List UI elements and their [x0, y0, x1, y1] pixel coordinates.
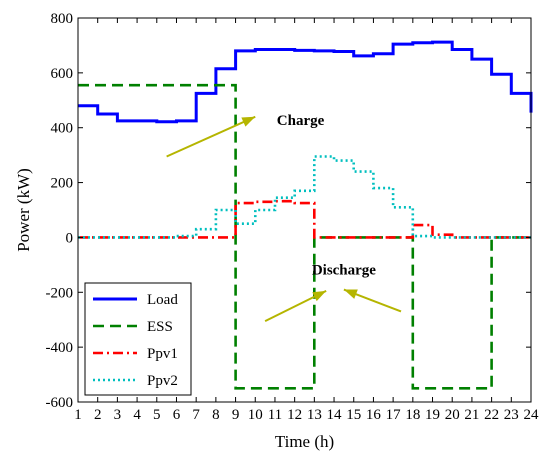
- x-tick-label: 17: [386, 407, 402, 423]
- series-load-line: [78, 40, 533, 124]
- y-tick-label: 400: [51, 121, 74, 137]
- series-ppv1-line: [78, 199, 531, 239]
- x-tick-label: 5: [153, 407, 161, 423]
- annotation-arrow: [264, 290, 327, 322]
- x-tick-label: 21: [464, 407, 479, 423]
- series-ess-line: [78, 83, 531, 390]
- x-tick-label: 24: [524, 407, 540, 423]
- y-tick-label: 600: [51, 66, 74, 82]
- series-ppv2-line: [78, 155, 531, 239]
- legend-label-ppv2: Ppv2: [147, 373, 178, 389]
- x-tick-label: 10: [248, 407, 263, 423]
- x-tick-label: 22: [484, 407, 499, 423]
- x-tick-label: 15: [346, 407, 361, 423]
- legend-label-ppv1: Ppv1: [147, 346, 178, 362]
- legend-box: [84, 282, 192, 396]
- x-tick-label: 19: [425, 407, 440, 423]
- legend-label-load: Load: [147, 292, 178, 308]
- y-tick-label: 200: [51, 176, 74, 192]
- y-axis-label: Power (kW): [14, 168, 33, 252]
- x-tick-label: 8: [212, 407, 220, 423]
- x-tick-label: 13: [307, 407, 322, 423]
- x-tick-label: 4: [133, 407, 141, 423]
- x-tick-label: 12: [287, 407, 302, 423]
- x-tick-label: 1: [74, 407, 82, 423]
- x-axis-label: Time (h): [275, 432, 334, 451]
- legend: Load ESS Ppv1 Ppv2: [84, 282, 192, 396]
- annotation-layer: Charge Discharge: [166, 113, 402, 322]
- y-tick-label: -400: [46, 340, 74, 356]
- x-tick-label: 2: [94, 407, 102, 423]
- x-tick-label: 14: [327, 407, 343, 423]
- x-tick-label: 9: [232, 407, 240, 423]
- x-tick-label: 7: [192, 407, 200, 423]
- x-tick-label: 20: [445, 407, 460, 423]
- y-tick-label: -600: [46, 395, 74, 411]
- series-layer: [78, 40, 533, 390]
- annotation-arrow: [166, 115, 256, 158]
- x-tick-label: 18: [405, 407, 420, 423]
- annotation-label: Charge: [277, 113, 325, 129]
- x-tick-label: 11: [268, 407, 282, 423]
- annotation-label: Discharge: [312, 262, 376, 278]
- x-tick-label: 16: [366, 407, 382, 423]
- y-tick-label: -200: [46, 285, 74, 301]
- tick-layer: 1 2 3 4 5 6 7 8 9 10 11 12 13 14 15 16 17 18 19 20 21 22 23 24-…: [46, 11, 540, 423]
- legend-label-ess: ESS: [147, 319, 173, 335]
- x-tick-label: 6: [173, 407, 181, 423]
- plot-frame: [77, 17, 532, 403]
- y-tick-label: 800: [51, 11, 74, 27]
- x-tick-label: 23: [504, 407, 519, 423]
- x-tick-label: 3: [114, 407, 122, 423]
- annotation-arrow: [343, 288, 402, 313]
- y-tick-label: 0: [66, 230, 74, 246]
